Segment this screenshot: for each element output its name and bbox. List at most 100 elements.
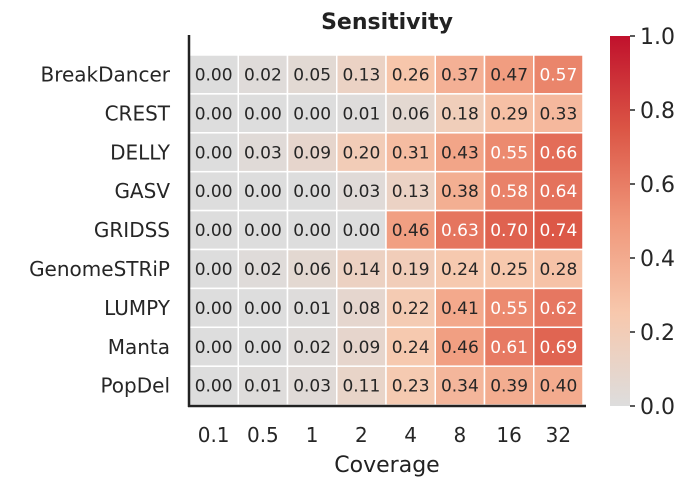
heatmap-cell — [533, 248, 584, 290]
x-tick-label: 0.5 — [247, 423, 279, 447]
heatmap-cell — [385, 170, 436, 212]
heatmap-cell — [237, 365, 289, 406]
heatmap-cell — [533, 287, 584, 329]
y-tick-label: GRIDSS — [94, 218, 170, 242]
heatmap-cell — [385, 287, 436, 329]
cell-value-label: 0.01 — [244, 377, 282, 397]
cell-value-label: 0.69 — [539, 338, 577, 358]
x-tick-label: 2 — [355, 423, 368, 447]
colorbar — [610, 36, 630, 406]
y-tick-label: GenomeSTRiP — [29, 257, 170, 281]
cell-value-label: 0.28 — [539, 260, 577, 280]
cell-value-label: 0.24 — [441, 260, 479, 280]
y-tick-label: LUMPY — [104, 296, 171, 320]
heatmap-cell — [286, 365, 338, 406]
colorbar-tick-label: 0.2 — [640, 321, 675, 346]
cell-value-label: 0.03 — [244, 143, 282, 163]
heatmap-cell — [533, 93, 584, 134]
cell-value-label: 0.02 — [244, 260, 282, 280]
y-tick-label: CREST — [105, 101, 171, 125]
y-tick-label: BreakDancer — [40, 62, 170, 86]
cell-value-label: 0.55 — [490, 299, 528, 319]
cell-value-label: 0.23 — [392, 377, 430, 397]
cell-value-label: 0.29 — [490, 104, 528, 124]
heatmap-cell — [286, 326, 338, 367]
cell-value-label: 0.00 — [244, 182, 282, 202]
cell-value-label: 0.00 — [195, 182, 233, 202]
cell-value-label: 0.57 — [539, 65, 577, 85]
heatmap-cell — [385, 209, 436, 251]
cell-value-label: 0.41 — [441, 299, 479, 319]
colorbar-tick-label: 1.0 — [640, 25, 675, 50]
y-tick-label: PopDel — [100, 374, 170, 398]
cell-value-label: 0.46 — [441, 338, 479, 358]
cell-value-label: 0.06 — [392, 104, 430, 124]
cell-value-label: 0.39 — [490, 377, 528, 397]
cell-value-label: 0.00 — [244, 338, 282, 358]
cell-value-label: 0.00 — [195, 299, 233, 319]
cell-value-label: 0.22 — [392, 299, 430, 319]
colorbar-tick-label: 0.0 — [640, 395, 675, 420]
cell-value-label: 0.00 — [293, 221, 331, 241]
heatmap-cell — [434, 132, 486, 173]
y-tick-label: DELLY — [110, 140, 171, 164]
heatmap-cell — [385, 248, 436, 290]
cell-value-label: 0.34 — [441, 377, 479, 397]
x-tick-label: 0.1 — [198, 423, 230, 447]
cell-value-label: 0.64 — [539, 182, 577, 202]
cell-value-label: 0.02 — [293, 338, 331, 358]
cell-value-label: 0.19 — [392, 260, 430, 280]
heatmap-cell — [533, 132, 584, 173]
cell-value-label: 0.33 — [539, 104, 577, 124]
cell-value-label: 0.00 — [195, 65, 233, 85]
heatmap-cell — [385, 132, 436, 173]
cell-value-label: 0.40 — [539, 377, 577, 397]
cell-value-label: 0.01 — [293, 299, 331, 319]
cell-value-label: 0.70 — [490, 221, 528, 241]
colorbar-tick-label: 0.4 — [640, 247, 675, 272]
chart-title: Sensitivity — [321, 10, 453, 35]
heatmap-cell — [237, 248, 289, 290]
heatmap-cell — [483, 287, 535, 329]
cell-value-label: 0.47 — [490, 65, 528, 85]
cell-value-label: 0.06 — [293, 260, 331, 280]
cell-value-label: 0.00 — [244, 221, 282, 241]
x-tick-label: 32 — [546, 423, 571, 447]
heatmap-cell — [336, 93, 387, 134]
cell-value-label: 0.00 — [244, 104, 282, 124]
cell-value-label: 0.00 — [195, 338, 233, 358]
x-tick-label: 8 — [454, 423, 467, 447]
cell-value-label: 0.00 — [244, 299, 282, 319]
heatmap-cell — [286, 132, 338, 173]
cell-value-label: 0.03 — [342, 182, 380, 202]
cell-value-label: 0.03 — [293, 377, 331, 397]
cell-value-label: 0.00 — [195, 221, 233, 241]
cell-value-label: 0.14 — [342, 260, 380, 280]
cell-value-label: 0.55 — [490, 143, 528, 163]
cell-value-label: 0.09 — [293, 143, 331, 163]
heatmap-cell — [237, 93, 289, 134]
x-tick-label: 1 — [306, 423, 319, 447]
heatmap-cell — [336, 132, 387, 173]
cell-value-label: 0.00 — [342, 221, 380, 241]
heatmap-cell — [533, 326, 584, 367]
cell-value-label: 0.62 — [539, 299, 577, 319]
cell-value-label: 0.66 — [539, 143, 577, 163]
heatmap-cell — [336, 365, 387, 406]
cell-value-label: 0.61 — [490, 338, 528, 358]
y-tick-label: Manta — [108, 335, 170, 359]
heatmap-cell — [188, 287, 239, 329]
cell-value-label: 0.00 — [293, 104, 331, 124]
heatmap-cell — [286, 287, 338, 329]
cell-value-label: 0.00 — [195, 260, 233, 280]
colorbar-ticks: 0.0 0.2 0.4 0.6 0.8 1.0 — [630, 25, 675, 420]
cell-value-label: 0.09 — [342, 338, 380, 358]
cell-value-label: 0.00 — [195, 104, 233, 124]
cell-value-label: 0.25 — [490, 260, 528, 280]
heatmap-cell — [385, 365, 436, 406]
x-tick-label: 16 — [496, 423, 521, 447]
cell-value-label: 0.74 — [539, 221, 577, 241]
cell-value-label: 0.46 — [392, 221, 430, 241]
heatmap-cell — [533, 365, 584, 406]
